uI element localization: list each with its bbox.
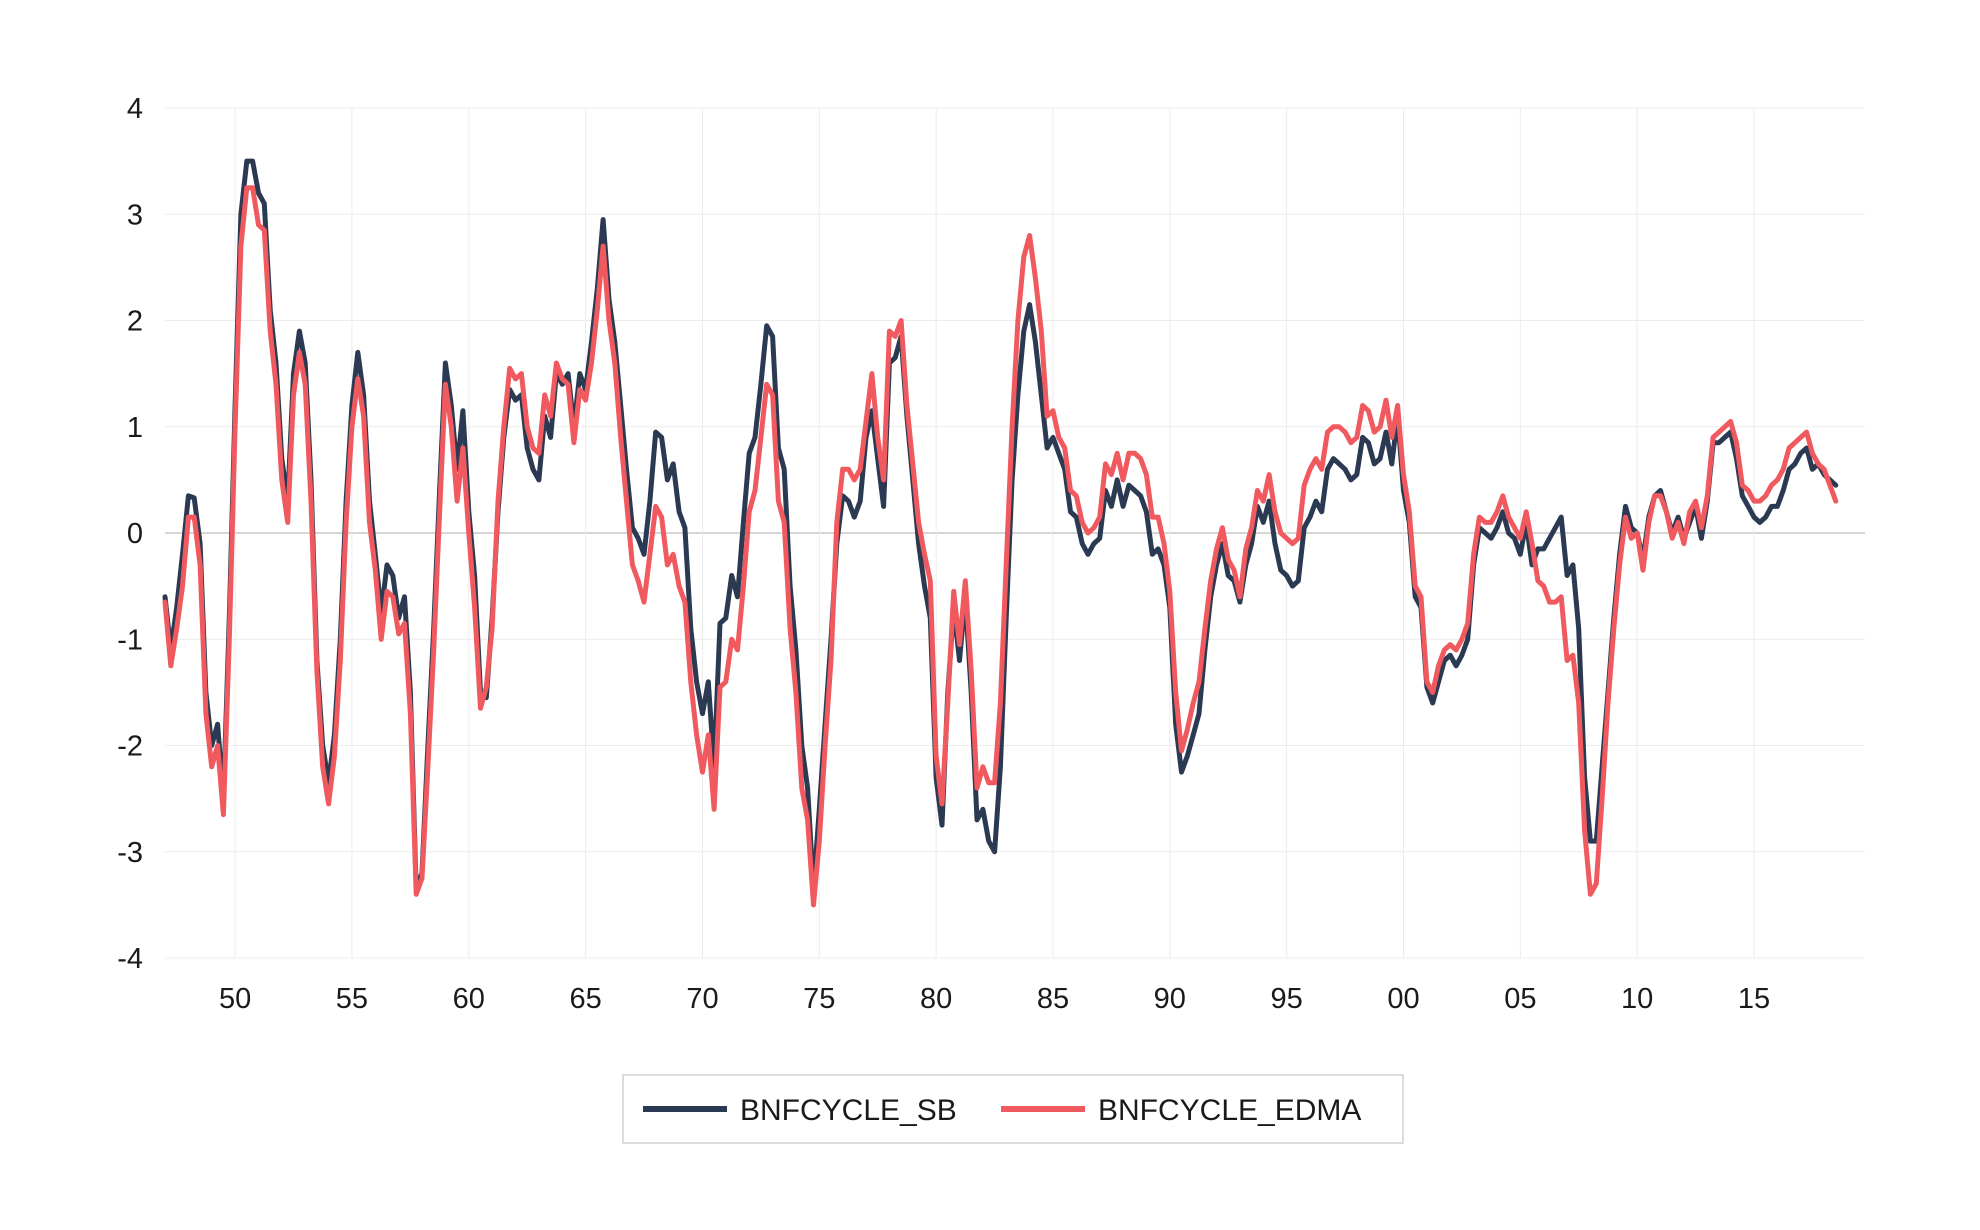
series-line-bnfcycle-edma [162, 185, 1839, 908]
legend-label-bnfcycle-sb: BNFCYCLE_SB [740, 1094, 957, 1127]
y-tick-label: 0 [127, 518, 143, 550]
legend-label-bnfcycle-edma: BNFCYCLE_EDMA [1098, 1094, 1361, 1127]
legend: BNFCYCLE_SB BNFCYCLE_EDMA [622, 1074, 1404, 1144]
y-tick-label: 1 [127, 412, 143, 444]
x-tick-label: 80 [920, 983, 952, 1015]
y-tick-label: -3 [117, 837, 143, 869]
x-tick-label: 55 [336, 983, 368, 1015]
x-tick-label: 15 [1738, 983, 1770, 1015]
x-tick-label: 00 [1387, 983, 1419, 1015]
y-tick-label: 2 [127, 306, 143, 338]
x-tick-label: 05 [1504, 983, 1536, 1015]
y-tick-label: 4 [127, 93, 143, 125]
x-tick-label: 90 [1154, 983, 1186, 1015]
x-tick-label: 85 [1037, 983, 1069, 1015]
y-axis: 4 3 2 1 0 -1 -2 -3 -4 [117, 93, 143, 975]
y-tick-label: 3 [127, 199, 143, 231]
x-axis: 50 55 60 65 70 75 80 85 90 95 00 05 10 15 [219, 983, 1770, 1015]
y-tick-label: -4 [117, 943, 143, 975]
series-group [162, 158, 1839, 908]
y-tick-label: -1 [117, 624, 143, 656]
x-tick-label: 70 [686, 983, 718, 1015]
x-tick-label: 10 [1621, 983, 1653, 1015]
y-tick-label: -2 [117, 731, 143, 763]
x-tick-label: 75 [803, 983, 835, 1015]
gridlines [165, 107, 1865, 959]
x-tick-label: 60 [453, 983, 485, 1015]
x-tick-label: 50 [219, 983, 251, 1015]
x-tick-label: 65 [569, 983, 601, 1015]
x-tick-label: 95 [1271, 983, 1303, 1015]
